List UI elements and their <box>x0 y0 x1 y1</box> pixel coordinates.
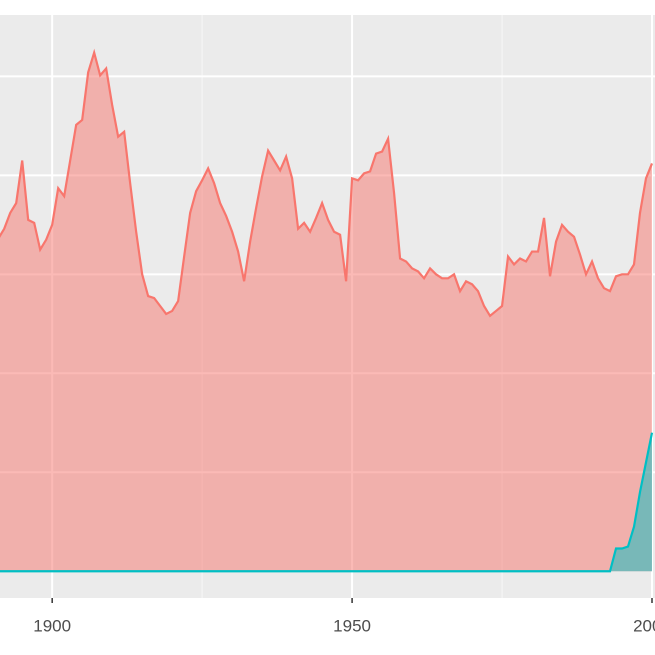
area-fill <box>0 52 653 572</box>
x-tick-label: 1900 <box>33 616 71 635</box>
line <box>0 48 654 318</box>
x-tick-label: 1950 <box>333 616 371 635</box>
x-tick-label: 2000 <box>633 616 655 635</box>
line <box>0 432 654 573</box>
